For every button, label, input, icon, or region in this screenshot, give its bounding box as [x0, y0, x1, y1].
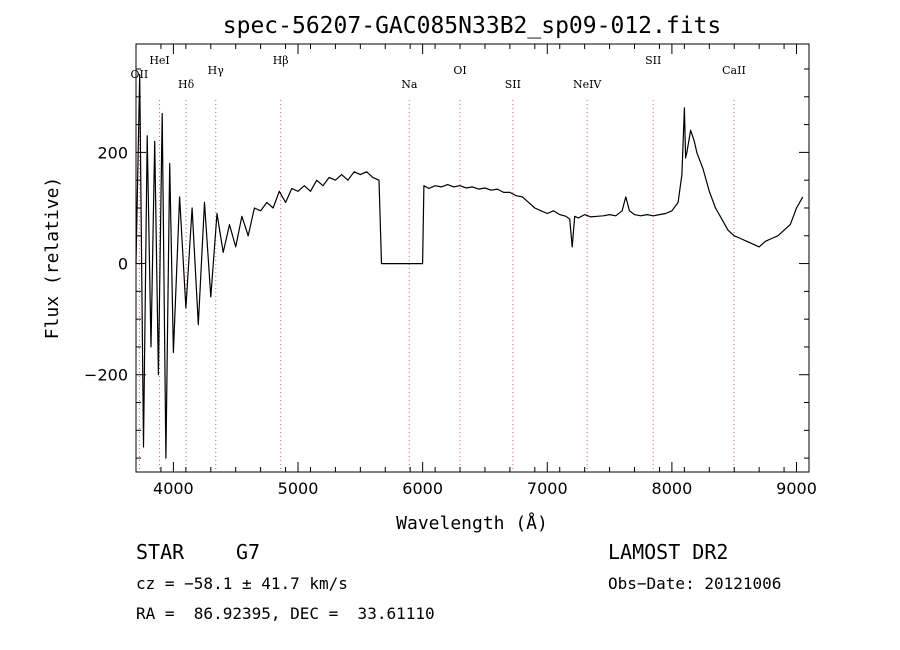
line-label-sii: SII [505, 78, 521, 91]
line-label-neiv: NeIV [573, 78, 602, 91]
spectrum-line-0 [135, 73, 804, 459]
line-label-hei: HeI [149, 54, 169, 67]
line-label-hδ: Hδ [178, 78, 195, 91]
object-subclass: G7 [236, 540, 261, 564]
coordinates: RA = 86.92395, DEC = 33.61110 [136, 604, 435, 623]
x-axis-label: Wavelength (Å) [396, 512, 548, 534]
line-label-sii: SII [645, 54, 661, 67]
y-axis-label: Flux (relative) [42, 177, 63, 340]
object-type: STAR [136, 540, 185, 564]
y-tick-label: 0 [118, 255, 128, 274]
axis-ticks: 4000 5000 6000 7000 8000 9000 −200 0 200 [84, 44, 817, 498]
x-tick-label: 5000 [278, 479, 319, 498]
x-tick-label: 4000 [153, 479, 194, 498]
line-label-hγ: Hγ [208, 64, 225, 77]
line-label-caii: CaII [722, 64, 746, 77]
line-label-hβ: Hβ [273, 54, 289, 67]
line-label-oi: OI [453, 64, 466, 77]
y-tick-label: 200 [97, 143, 128, 162]
observation-date: Obs−Date: 20121006 [608, 574, 782, 593]
y-tick-label: −200 [84, 366, 128, 385]
x-tick-label: 7000 [527, 479, 568, 498]
plot-frame [135, 43, 810, 473]
redshift-velocity: cz = −58.1 ± 41.7 km/s [136, 574, 348, 593]
spectrum-series [135, 73, 804, 459]
x-tick-label: 9000 [776, 479, 817, 498]
survey-name: LAMOST DR2 [608, 540, 729, 564]
x-tick-label: 6000 [402, 479, 443, 498]
chart-title: spec-56207-GAC085N33B2_sp09-012.fits [223, 13, 722, 39]
x-tick-label: 8000 [652, 479, 693, 498]
line-label-na: Na [401, 78, 418, 91]
